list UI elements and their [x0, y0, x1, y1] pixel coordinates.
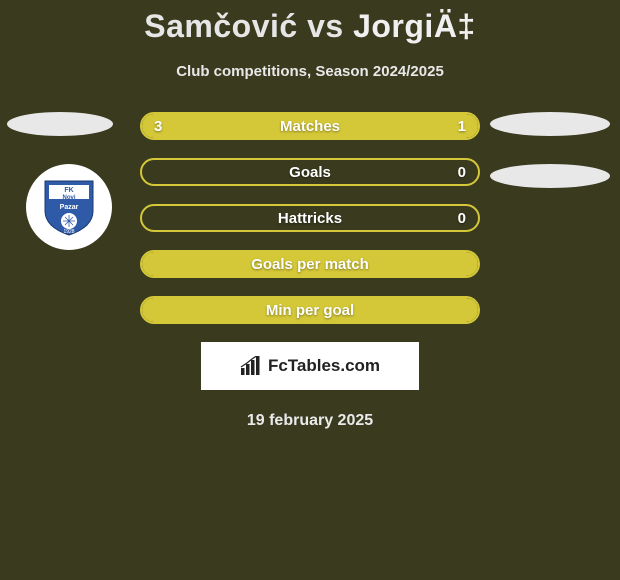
stat-bar-track: Hattricks0 [140, 204, 480, 232]
chart-icon [240, 356, 262, 376]
badge-text: FcTables.com [268, 356, 380, 376]
subtitle: Club competitions, Season 2024/2025 [0, 63, 620, 80]
player1-name: Samčović [144, 8, 297, 44]
stat-label: Min per goal [142, 302, 478, 319]
stat-label: Goals [142, 164, 478, 181]
logo-line1: FK [64, 187, 73, 194]
stat-value-right: 1 [458, 118, 466, 135]
stat-label: Hattricks [142, 210, 478, 227]
stat-row: Goals0 [0, 158, 620, 186]
stat-rows: Matches31Goals0Hattricks0Goals per match… [0, 112, 620, 324]
stat-label: Goals per match [142, 256, 478, 273]
stat-value-right: 0 [458, 164, 466, 181]
comparison-card: Samčović vs JorgiÄ‡ Club competitions, S… [0, 0, 620, 430]
stat-value-right: 0 [458, 210, 466, 227]
stat-row: Matches3 1 [0, 112, 620, 140]
logo-line2: Novi [62, 195, 75, 201]
stats-area: FK Novi Pazar 1928 Matches31Goals0Hattri… [0, 112, 620, 430]
stat-label: Matches [142, 118, 478, 135]
stat-bar-track: Goals0 [140, 158, 480, 186]
stat-value-left: 3 [154, 118, 162, 135]
stat-row: Min per goal [0, 296, 620, 324]
stat-row: Hattricks0 [0, 204, 620, 232]
page-title: Samčović vs JorgiÄ‡ [0, 0, 620, 45]
stat-bar-track: Min per goal [140, 296, 480, 324]
stat-row: Goals per match [0, 250, 620, 278]
stat-bar-track: Matches3 1 [140, 112, 480, 140]
player2-name: JorgiÄ‡ [353, 8, 476, 44]
stat-bar-track: Goals per match [140, 250, 480, 278]
date-text: 19 february 2025 [0, 412, 620, 430]
source-badge[interactable]: FcTables.com [201, 342, 419, 390]
vs-text: vs [307, 8, 344, 44]
